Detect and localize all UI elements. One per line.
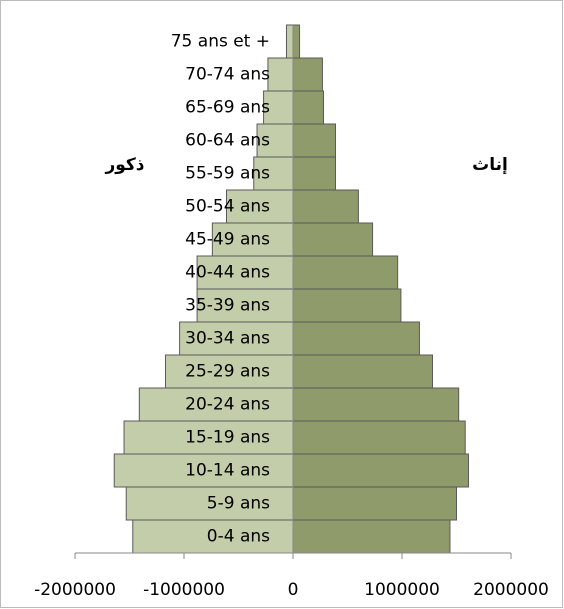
bar — [292, 486, 457, 521]
category-label: 70-74 ans — [185, 65, 270, 85]
bar — [179, 321, 294, 356]
bar — [253, 156, 294, 191]
bar — [292, 387, 460, 422]
category-label: 30-34 ans — [185, 329, 270, 349]
bar — [292, 255, 399, 290]
x-tick-label: 1000000 — [364, 580, 440, 600]
category-label: 55-59 ans — [185, 164, 270, 184]
category-label: 75 ans et + — [171, 32, 270, 52]
category-label: 5-9 ans — [207, 494, 270, 514]
bar — [164, 354, 294, 389]
bar — [292, 123, 337, 158]
bar — [125, 486, 294, 521]
bar — [196, 255, 294, 290]
series-label: ذكور — [104, 155, 144, 175]
x-tick-label: -2000000 — [34, 580, 116, 600]
bar — [226, 189, 294, 224]
category-label: 45-49 ans — [185, 230, 270, 250]
category-label: 10-14 ans — [185, 461, 270, 481]
category-label: 60-64 ans — [185, 131, 270, 151]
bar — [211, 222, 294, 257]
bar — [292, 90, 325, 125]
category-label: 15-19 ans — [185, 428, 270, 448]
category-label: 50-54 ans — [185, 197, 270, 217]
bar — [292, 57, 323, 92]
bar — [292, 420, 466, 455]
bar — [138, 387, 294, 422]
bar — [292, 222, 374, 257]
bar — [292, 24, 301, 59]
x-tick-label: -1000000 — [143, 580, 225, 600]
category-label: 35-39 ans — [185, 296, 270, 316]
category-label: 25-29 ans — [185, 362, 270, 382]
bar — [292, 453, 469, 488]
category-label: 40-44 ans — [185, 263, 270, 283]
bar — [256, 123, 294, 158]
bar — [292, 156, 337, 191]
bar — [292, 354, 434, 389]
bar — [292, 189, 359, 224]
bar — [267, 57, 294, 92]
bar — [292, 519, 451, 554]
category-label: 20-24 ans — [185, 395, 270, 415]
bar — [196, 288, 294, 323]
bar — [285, 24, 294, 59]
series-label: إناث — [472, 155, 508, 175]
category-label: 0-4 ans — [207, 527, 270, 547]
bar — [292, 288, 402, 323]
bar — [123, 420, 294, 455]
x-tick-label: 2000000 — [473, 580, 549, 600]
bar — [292, 321, 420, 356]
x-tick-label: 0 — [288, 580, 299, 600]
category-label: 65-69 ans — [185, 98, 270, 118]
